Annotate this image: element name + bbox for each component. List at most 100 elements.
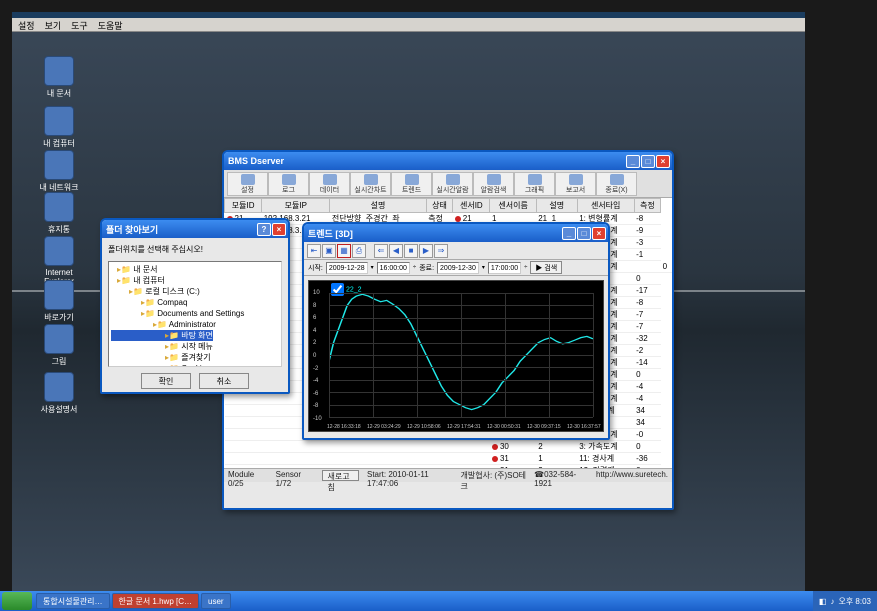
folder-close-button[interactable]: × [272,223,286,236]
table-row[interactable]: 31111: 경사계-36 [225,453,673,465]
column-header[interactable]: 센서이름 [490,199,536,213]
tree-item[interactable]: ▸📁 로컬 디스크 (C:) [111,286,279,297]
trend-chart: 22_2 -10-8-6-4-20246810 12-28 16:33:1812… [308,280,604,432]
desktop-icon[interactable]: 내 컴퓨터 [32,106,86,149]
toolbar-icon [323,174,337,185]
toolbar-icon [569,174,583,185]
table-cell: -17 [634,285,661,297]
toolbar-button[interactable]: 데이터 [309,172,350,196]
trend-toolbar-button[interactable]: ⇒ [434,244,448,258]
toolbar-button[interactable]: 종료(X) [596,172,637,196]
toolbar-button[interactable]: 실시간알람 [432,172,473,196]
tree-item[interactable]: ▸📁 시작 메뉴 [111,341,279,352]
time-from-field[interactable]: 16:00:00 [377,262,410,274]
menu-item[interactable]: 도구 [71,19,88,30]
desktop-icon[interactable]: 바로가기 [32,280,86,323]
start-button[interactable] [2,592,32,610]
bms-titlebar[interactable]: BMS Dserver _ □ × [224,152,672,170]
toolbar-button[interactable]: 보고서 [555,172,596,196]
column-header[interactable]: 설명 [536,199,577,213]
gridline [329,417,593,418]
table-cell [262,441,330,453]
tree-item[interactable]: ▸📁 바탕 화면 [111,330,213,341]
folder-tree[interactable]: ▸📁 내 문서▸📁 내 컴퓨터▸📁 로컬 디스크 (C:)▸📁 Compaq▸📁… [108,261,282,367]
folder-titlebar[interactable]: 폴더 찾아보기 ? × [102,220,288,238]
desktop-icon[interactable]: 내 네트워크 [32,150,86,193]
menu-item[interactable]: 도움말 [98,19,123,30]
column-header[interactable]: 설명 [330,199,426,213]
trend-toolbar-button[interactable]: ■ [404,244,418,258]
desktop-icon[interactable]: 그림 [32,324,86,367]
tree-item[interactable]: ▸📁 Cookies [111,363,279,367]
status-btn[interactable]: 새로고침 [322,470,359,481]
tree-item[interactable]: ▸📁 내 문서 [111,264,279,275]
trend-toolbar-button[interactable]: ▦ [337,244,351,258]
status-tel: ☎032-584-1921 [534,470,588,481]
column-header[interactable]: 측정 [634,199,661,213]
folder-icon: ▸📁 [165,353,179,362]
column-header[interactable]: 모듈IP [262,199,330,213]
taskbar[interactable]: 통합시설물관리… 한글 문서 1.hwp [C… user ◧ ♪ 오후 8:0… [0,591,877,611]
date-from-field[interactable]: 2009-12-28 [326,262,368,274]
x-axis-label: 12-30 00:50:31 [487,424,521,430]
column-header[interactable]: 상태 [426,199,453,213]
date-to-field[interactable]: 2009-12-30 [437,262,479,274]
trend-titlebar[interactable]: 트렌드 [3D] _ □ × [304,224,608,242]
toolbar-button[interactable]: 로그 [268,172,309,196]
trend-close-button[interactable]: × [592,227,606,240]
status-company: 개발협사: (주)SO테크 [461,470,527,481]
toolbar-button[interactable]: 설정 [227,172,268,196]
toolbar-button[interactable]: 실시간차트 [350,172,391,196]
taskbar-item[interactable]: user [201,593,231,609]
trend-toolbar-button[interactable]: ▶ [419,244,433,258]
system-tray[interactable]: ◧ ♪ 오후 8:03 [813,591,877,611]
search-button[interactable]: ▶ 검색 [530,261,562,274]
toolbar-button[interactable]: 그래픽 [514,172,555,196]
cancel-button[interactable]: 취소 [199,373,249,389]
toolbar-button[interactable]: 트렌드 [391,172,432,196]
folder-icon: ▸📁 [153,320,167,329]
trend-toolbar-button[interactable]: ⇐ [374,244,388,258]
app-menubar[interactable]: 설정 보기 도구 도움말 [12,18,805,32]
toolbar-button[interactable]: 알람검색 [473,172,514,196]
status-module: Module 0/25 [228,470,268,481]
column-header[interactable]: 모듈ID [225,199,262,213]
trend-toolbar-button[interactable]: ⎙ [352,244,366,258]
close-button[interactable]: × [656,155,670,168]
folder-icon: ▸📁 [165,331,179,340]
table-cell: -7 [634,321,661,333]
desktop-icon[interactable]: 휴지통 [32,192,86,235]
menu-item[interactable]: 설정 [18,19,35,30]
trend-toolbar-button[interactable]: ▣ [322,244,336,258]
trend-maximize-button[interactable]: □ [577,227,591,240]
minimize-button[interactable]: _ [626,155,640,168]
tree-item[interactable]: ▸📁 Documents and Settings [111,308,279,319]
tree-item[interactable]: ▸📁 Administrator [111,319,279,330]
desktop-icon[interactable]: Internet Explorer [32,236,86,286]
menu-item[interactable]: 보기 [45,19,62,30]
ok-button[interactable]: 확인 [141,373,191,389]
taskbar-item[interactable]: 한글 문서 1.hwp [C… [112,593,199,609]
folder-help-button[interactable]: ? [257,223,271,236]
taskbar-item[interactable]: 통합시설물관리… [36,593,110,609]
trend-minimize-button[interactable]: _ [562,227,576,240]
table-cell: 0 [661,261,672,273]
tree-item[interactable]: ▸📁 즐겨찾기 [111,352,279,363]
time-to-field[interactable]: 17:00:00 [488,262,521,274]
tray-icon[interactable]: ◧ [819,597,827,606]
desktop-icon[interactable]: 내 문서 [32,56,86,99]
table-cell [225,417,262,429]
table-row[interactable]: 3023: 가속도계0 [225,441,673,453]
maximize-button[interactable]: □ [641,155,655,168]
column-header[interactable]: 센서ID [453,199,490,213]
tree-item[interactable]: ▸📁 내 컴퓨터 [111,275,279,286]
desktop-icon[interactable]: 사용설명서 [32,372,86,415]
tree-item[interactable]: ▸📁 Compaq [111,297,279,308]
column-header[interactable]: 센서타입 [577,199,634,213]
tray-icon[interactable]: ♪ [830,597,834,606]
y-axis-label: 0 [313,353,316,359]
trend-toolbar-button[interactable]: ⇤ [307,244,321,258]
bms-title-text: BMS Dserver [228,156,284,166]
gridline [461,293,462,417]
trend-toolbar-button[interactable]: ◀ [389,244,403,258]
